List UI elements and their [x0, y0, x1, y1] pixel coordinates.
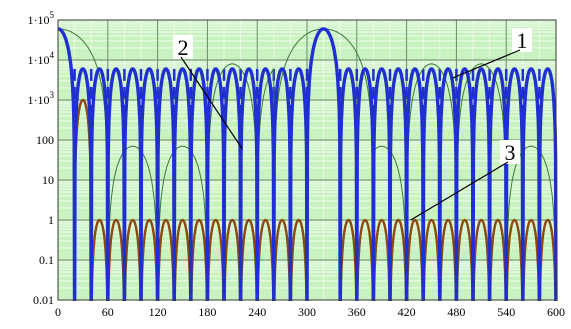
y-tick-label: 0.1 [39, 253, 54, 267]
y-tick-label: 1·105 [28, 10, 55, 27]
callout-3-box [500, 140, 520, 164]
y-tick-label: 10 [42, 173, 54, 187]
x-tick-label: 240 [248, 305, 266, 319]
y-axis-ticks: 1·105 1·104 1·103 100 10 1 0.1 0.01 [28, 10, 55, 307]
y-tick-label: 0.01 [33, 293, 54, 307]
callout-1-box [512, 28, 532, 52]
top-mask [0, 0, 571, 19]
x-tick-label: 120 [149, 305, 167, 319]
callout-2-box [173, 35, 193, 59]
x-tick-label: 60 [102, 305, 114, 319]
x-tick-label: 360 [348, 305, 366, 319]
x-tick-label: 180 [198, 305, 216, 319]
x-tick-label: 600 [547, 305, 565, 319]
x-axis-ticks: 0 60 120 180 240 300 360 420 480 540 600 [55, 305, 565, 319]
x-tick-label: 300 [298, 305, 316, 319]
callout-3-label: 3 [505, 140, 516, 165]
callouts: 1 2 3 [173, 28, 532, 221]
callout-1-leader [452, 49, 521, 79]
plot-frame [57, 19, 557, 301]
bottom-mask [0, 301, 571, 329]
x-tick-label: 540 [497, 305, 515, 319]
x-tick-label: 480 [447, 305, 465, 319]
callout-2-label: 2 [178, 35, 189, 60]
y-tick-label: 100 [36, 133, 54, 147]
y-tick-label: 1·104 [28, 50, 55, 67]
y-tick-label: 1 [48, 213, 54, 227]
y-tick-label: 1·103 [28, 90, 55, 107]
callout-2-leader [180, 56, 243, 150]
callout-3-leader [410, 161, 509, 221]
callout-1-label: 1 [517, 28, 528, 53]
x-tick-label: 0 [55, 305, 61, 319]
x-tick-label: 420 [398, 305, 416, 319]
